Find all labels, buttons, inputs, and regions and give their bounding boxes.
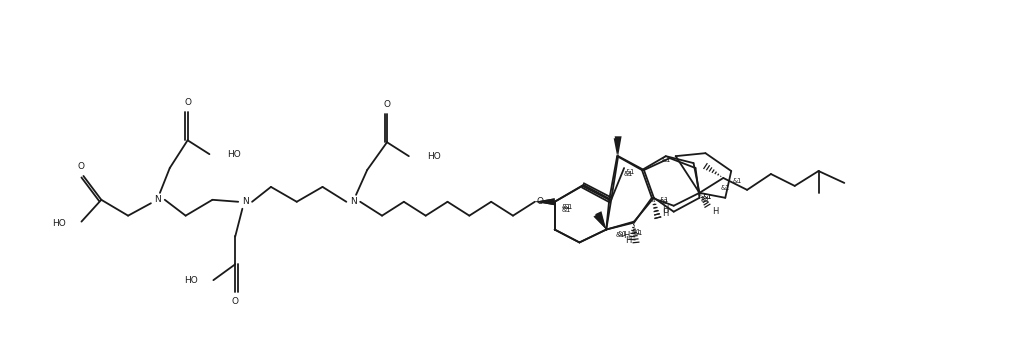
Text: &1: &1 (633, 230, 642, 236)
Text: N: N (350, 197, 357, 206)
Text: &1: &1 (564, 204, 573, 210)
Text: O: O (384, 100, 391, 109)
Text: HO: HO (52, 219, 65, 228)
Text: HO: HO (227, 150, 241, 159)
Polygon shape (614, 138, 621, 156)
Text: &1: &1 (659, 199, 668, 205)
Text: &1: &1 (562, 207, 571, 213)
Text: H: H (625, 236, 631, 245)
Text: N: N (154, 195, 162, 204)
Text: &1: &1 (720, 185, 729, 191)
Text: HO: HO (427, 152, 441, 161)
Text: HO: HO (184, 276, 197, 285)
Text: &1: &1 (701, 197, 710, 203)
Text: H: H (663, 205, 669, 214)
Polygon shape (595, 211, 607, 230)
Text: N: N (241, 197, 249, 206)
Text: O: O (536, 197, 543, 206)
Text: &1: &1 (618, 230, 627, 237)
Polygon shape (535, 198, 554, 205)
Text: &1: &1 (703, 194, 712, 200)
Text: &1: &1 (625, 169, 634, 175)
Text: H: H (712, 207, 718, 216)
Polygon shape (535, 198, 554, 205)
Text: &1: &1 (623, 171, 632, 177)
Text: &1: &1 (661, 157, 670, 163)
Text: &1: &1 (562, 204, 571, 210)
Polygon shape (595, 214, 607, 230)
Text: &1: &1 (659, 197, 668, 203)
Text: H: H (623, 231, 629, 240)
Text: &1: &1 (703, 194, 712, 200)
Text: H: H (663, 209, 669, 218)
Text: &1: &1 (631, 229, 640, 235)
Text: &1: &1 (732, 178, 742, 184)
Polygon shape (593, 213, 607, 230)
Text: O: O (184, 98, 191, 107)
Polygon shape (615, 136, 622, 156)
Text: O: O (232, 298, 238, 307)
Text: &1: &1 (616, 231, 625, 238)
Text: O: O (78, 161, 85, 171)
